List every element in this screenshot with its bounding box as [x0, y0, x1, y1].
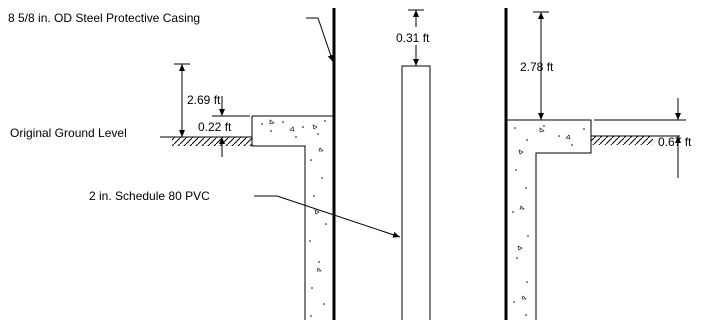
concrete-stipple-left — [261, 119, 327, 317]
dim-pad-right — [594, 98, 686, 178]
ground-hatch-left — [160, 136, 252, 146]
ground-level-label: Original Ground Level — [10, 126, 127, 140]
concrete-pad-right — [507, 119, 592, 320]
dim-label-casing-above-pad: 2.78 ft — [520, 60, 554, 74]
casing-callout — [306, 17, 334, 63]
pvc-label: 2 in. Schedule 80 PVC — [89, 189, 210, 203]
dim-casing-above-pad — [533, 11, 549, 120]
dim-label-stickup-casing: 2.69 ft — [187, 93, 221, 107]
pvc-callout — [254, 195, 401, 238]
dim-label-pad-right: 0.67 ft — [658, 135, 692, 149]
dim-label-pad-left: 0.22 ft — [198, 120, 232, 134]
dim-label-pvc-top: 0.31 ft — [396, 31, 430, 45]
concrete-pad-left — [251, 115, 334, 320]
ground-hatch-right — [591, 135, 680, 145]
dim-stickup-casing — [174, 63, 190, 137]
casing-label: 8 5/8 in. OD Steel Protective Casing — [8, 11, 200, 25]
dim-pvc-top — [408, 9, 424, 66]
dim-pad-left — [212, 96, 250, 157]
concrete-stipple-right — [512, 125, 585, 316]
pvc-pipe — [401, 65, 431, 320]
